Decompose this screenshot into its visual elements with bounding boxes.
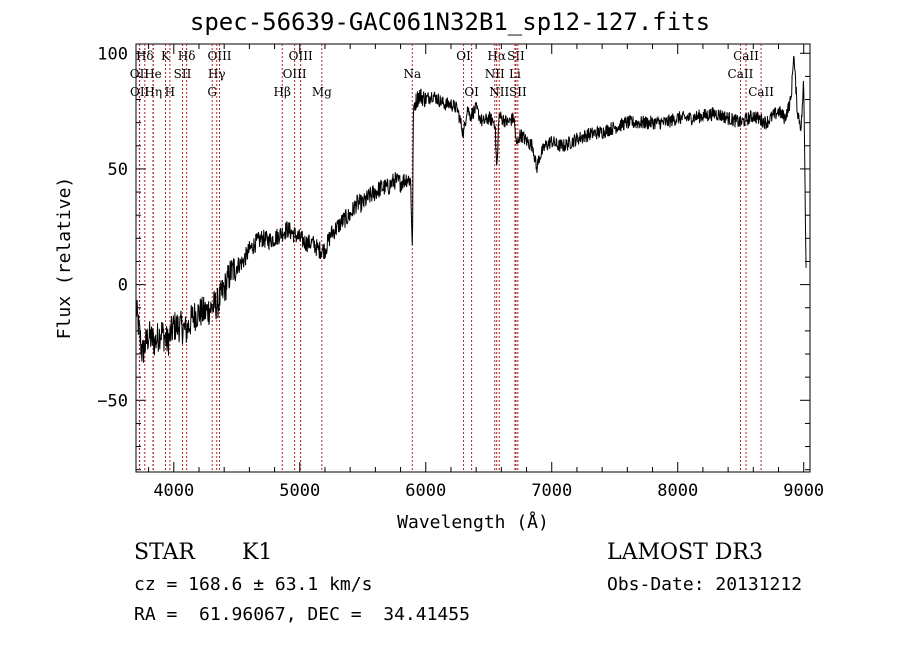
line-marker-label: Hβ	[274, 85, 291, 99]
line-marker-label: Hα	[487, 49, 506, 63]
line-marker-label: Na	[403, 67, 421, 81]
line-marker-label: OIII	[289, 49, 313, 63]
redshift-cz: cz = 168.6 ± 63.1 km/s	[134, 574, 373, 595]
ra-dec: RA = 61.96067, DEC = 34.41455	[134, 604, 470, 625]
y-axis-label: Flux (relative)	[54, 177, 75, 340]
line-marker-label: Hη	[144, 85, 162, 99]
line-marker-label: CaII	[748, 85, 774, 99]
line-marker-label: Hγ	[208, 67, 226, 81]
y-tick-label: 100	[97, 44, 128, 64]
line-marker-label: CaII	[728, 67, 754, 81]
line-marker-label: Li	[509, 67, 521, 81]
y-tick-label: 50	[108, 160, 128, 180]
x-tick-label: 4000	[153, 481, 194, 501]
line-marker-label: NII	[485, 67, 505, 81]
plot-frame	[135, 43, 811, 473]
chart-title: spec-56639-GAC061N32B1_sp12-127.fits	[189, 8, 711, 36]
x-tick-label: 9000	[783, 481, 824, 501]
line-marker-label: Hδ	[136, 49, 154, 63]
y-tick-label: 0	[118, 276, 128, 296]
line-marker-label: OIII	[207, 49, 231, 63]
x-axis-label: Wavelength (Å)	[397, 511, 549, 533]
line-marker-label: OII	[130, 85, 150, 99]
line-marker-label: SII	[174, 67, 192, 81]
line-marker-label: CaII	[733, 49, 759, 63]
object-class: STAR	[134, 540, 195, 565]
line-marker-label: OIII	[283, 67, 307, 81]
obs-date: Obs-Date: 20131212	[607, 574, 803, 595]
line-marker-label: H	[165, 85, 175, 99]
x-tick-label: 7000	[531, 481, 572, 501]
x-tick-label: 5000	[279, 481, 320, 501]
x-tick-label: 8000	[657, 481, 698, 501]
spectrum-line	[135, 56, 807, 363]
x-tick-label: 6000	[405, 481, 446, 501]
object-subclass: K1	[242, 540, 273, 565]
y-tick-label: −50	[97, 391, 128, 411]
line-marker-label: G	[207, 85, 217, 99]
line-marker-label: Mg	[312, 85, 332, 99]
line-marker-label: K	[161, 49, 171, 63]
line-marker-label: OI	[464, 85, 479, 99]
line-marker-label: Hδ	[178, 49, 196, 63]
line-marker-label: SII	[507, 49, 525, 63]
line-marker-label: SII	[509, 85, 527, 99]
line-marker-label: OI	[456, 49, 471, 63]
line-marker-label: NII	[489, 85, 509, 99]
survey-name: LAMOST DR3	[607, 540, 763, 565]
